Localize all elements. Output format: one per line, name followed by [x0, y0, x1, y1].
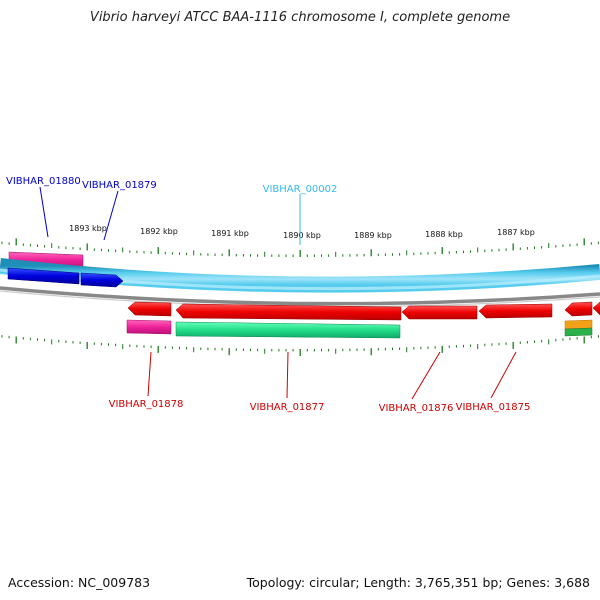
gene-feature-red-reverse[interactable] [175, 303, 402, 321]
scale-labels: 1893 kbp 1892 kbp 1891 kbp 1890 kbp 1889… [69, 224, 535, 240]
gene-feature-red-reverse[interactable] [127, 301, 172, 317]
gene-label-forward[interactable]: VIBHAR_01880 [6, 176, 81, 187]
gene-feature-pink-reverse[interactable] [126, 319, 172, 335]
reverse-strand-track [127, 301, 600, 321]
rna-gene-labels: VIBHAR_00002 [263, 184, 338, 245]
gene-label-reverse[interactable]: VIBHAR_01877 [250, 402, 325, 413]
gene-label-reverse[interactable]: VIBHAR_01878 [109, 399, 184, 410]
map-title: Vibrio harveyi ATCC BAA-1116 chromosome … [89, 10, 511, 25]
scale-label: 1890 kbp [283, 231, 321, 240]
inner-ring [0, 286, 600, 306]
scale-label: 1891 kbp [211, 229, 249, 238]
label-leader-line [103, 190, 119, 241]
gene-feature-red-reverse[interactable] [478, 303, 553, 319]
gene-feature-red-reverse-edge[interactable] [592, 301, 600, 316]
genome-summary-text: Topology: circular; Length: 3,765,351 bp… [246, 575, 590, 590]
scale-label: 1889 kbp [354, 231, 392, 240]
label-leader-line [147, 351, 152, 397]
gene-label-reverse[interactable]: VIBHAR_01876 [379, 403, 454, 414]
gene-feature-red-reverse[interactable] [564, 301, 593, 317]
scale-label: 1888 kbp [425, 230, 463, 239]
gene-label-reverse[interactable]: VIBHAR_01875 [456, 402, 531, 413]
forward-gene-labels: VIBHAR_01880 VIBHAR_01879 [6, 176, 157, 241]
outer-tick-row [1, 238, 599, 257]
label-leader-line [286, 351, 289, 399]
scale-label: 1892 kbp [140, 227, 178, 236]
scale-label: 1893 kbp [69, 224, 107, 233]
gene-label-rna[interactable]: VIBHAR_00002 [263, 184, 338, 195]
gene-feature-green-reverse[interactable] [175, 321, 401, 339]
gene-feature-red-reverse[interactable] [401, 305, 478, 320]
label-leader-line [490, 351, 517, 399]
gene-label-forward[interactable]: VIBHAR_01879 [82, 180, 157, 191]
reverse-gene-labels: VIBHAR_01878 VIBHAR_01877 VIBHAR_01876 V… [109, 351, 531, 414]
gene-feature-green-reverse-small[interactable] [564, 327, 593, 337]
gene-feature-blue-forward[interactable] [7, 267, 80, 285]
inner-tick-row [1, 335, 599, 356]
label-leader-line [411, 351, 441, 400]
gene-feature-orange-reverse[interactable] [564, 319, 593, 330]
label-leader-line [39, 186, 49, 238]
accession-text: Accession: NC_009783 [8, 575, 151, 590]
gene-feature-blue-forward-arrow[interactable] [80, 272, 124, 288]
scale-label: 1887 kbp [497, 228, 535, 237]
